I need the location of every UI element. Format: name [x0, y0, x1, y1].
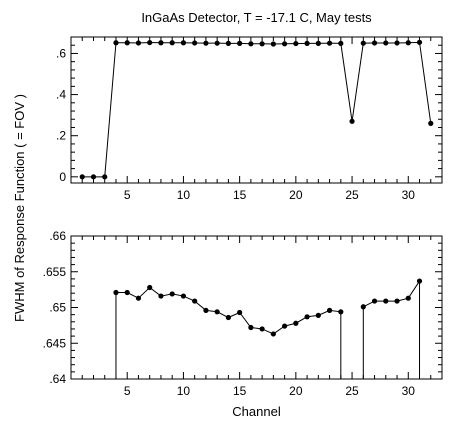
top-data-point — [270, 41, 276, 47]
bottom-data-point — [135, 295, 142, 301]
top-data-point — [293, 40, 299, 47]
top-data-point — [147, 39, 153, 46]
top-x-tick-label: 5 — [124, 188, 131, 202]
top-data-point — [315, 40, 321, 46]
y-axis-label: FWHM of Response Function ( = FOV ) — [12, 94, 27, 322]
top-data-point — [214, 40, 220, 46]
bottom-series-line — [115, 286, 342, 379]
bottom-data-point — [248, 324, 254, 331]
top-data-point — [192, 40, 198, 46]
top-data-point — [304, 40, 310, 46]
bottom-y-tick-label: .66 — [49, 229, 66, 243]
top-data-point — [203, 40, 209, 46]
bottom-data-point — [147, 284, 153, 291]
bottom-data-point — [394, 298, 400, 304]
top-data-point — [416, 39, 423, 45]
top-data-point — [225, 40, 231, 46]
top-data-point — [102, 174, 108, 180]
bottom-x-tick-label: 10 — [177, 384, 191, 398]
top-x-tick-label: 20 — [289, 188, 303, 202]
bottom-data-point — [203, 307, 209, 313]
bottom-data-point — [383, 298, 389, 304]
top-data-point — [326, 40, 333, 46]
bottom-data-point — [315, 312, 321, 318]
bottom-y-tick-label: .65 — [49, 301, 66, 315]
bottom-data-point — [158, 293, 164, 299]
bottom-x-tick-label: 5 — [124, 384, 131, 398]
bottom-data-point — [282, 323, 288, 329]
top-data-point — [90, 174, 97, 180]
bottom-series-line — [362, 279, 421, 379]
top-x-tick-label: 30 — [402, 188, 416, 202]
top-plot-frame — [70, 36, 443, 184]
bottom-data-point — [416, 278, 423, 284]
top-data-point — [158, 40, 164, 46]
bottom-x-tick-label: 20 — [289, 384, 303, 398]
top-y-tick-label: .4 — [56, 88, 66, 102]
top-data-point — [338, 40, 344, 46]
top-x-tick-label: 15 — [233, 188, 247, 202]
top-y-tick-label: 0 — [59, 170, 66, 184]
bottom-y-tick-label: .645 — [43, 336, 67, 350]
chart-title: InGaAs Detector, T = -17.1 C, May tests — [141, 10, 372, 25]
top-data-point — [282, 41, 288, 47]
bottom-data-point — [405, 295, 411, 301]
top-data-point — [135, 40, 142, 46]
top-data-point — [248, 41, 254, 47]
bottom-x-tick-label: 30 — [402, 384, 416, 398]
top-data-point — [383, 40, 389, 46]
top-data-point — [79, 174, 85, 180]
bottom-data-point — [371, 298, 378, 304]
top-x-tick-label: 10 — [177, 188, 191, 202]
bottom-y-tick-label: .655 — [43, 265, 67, 279]
bottom-data-point — [360, 304, 366, 310]
bottom-x-tick-label: 15 — [233, 384, 247, 398]
top-x-tick-label: 25 — [345, 188, 359, 202]
bottom-data-point — [192, 298, 198, 304]
bottom-data-point — [259, 326, 265, 332]
x-axis-label: Channel — [232, 404, 281, 419]
bottom-plot-frame — [70, 235, 443, 380]
bottom-data-point — [293, 320, 299, 326]
bottom-data-point — [180, 293, 187, 299]
top-data-point — [360, 40, 366, 46]
bottom-data-point — [225, 314, 231, 321]
bottom-y-tick-label: .64 — [49, 372, 66, 386]
bottom-data-point — [338, 309, 344, 315]
bottom-data-point — [270, 331, 276, 337]
bottom-data-point — [124, 289, 130, 296]
bottom-data-point — [326, 307, 333, 313]
top-data-point — [428, 120, 434, 126]
top-data-point — [237, 40, 243, 46]
top-data-point — [259, 41, 265, 47]
top-data-point — [124, 40, 130, 46]
bottom-data-point — [304, 314, 310, 320]
top-data-point — [180, 40, 187, 46]
top-data-point — [371, 40, 378, 46]
top-data-point — [394, 40, 400, 46]
top-data-point — [169, 40, 175, 46]
bottom-data-point — [113, 289, 119, 296]
bottom-data-point — [237, 309, 243, 316]
top-y-tick-label: .2 — [56, 129, 66, 143]
bottom-data-point — [169, 291, 175, 297]
top-series-line — [82, 41, 432, 178]
top-data-point — [405, 40, 411, 46]
top-y-tick-label: .6 — [56, 46, 66, 60]
bottom-x-tick-label: 25 — [345, 384, 359, 398]
top-data-point — [113, 40, 119, 46]
bottom-data-point — [214, 309, 220, 315]
top-data-point — [349, 118, 355, 124]
